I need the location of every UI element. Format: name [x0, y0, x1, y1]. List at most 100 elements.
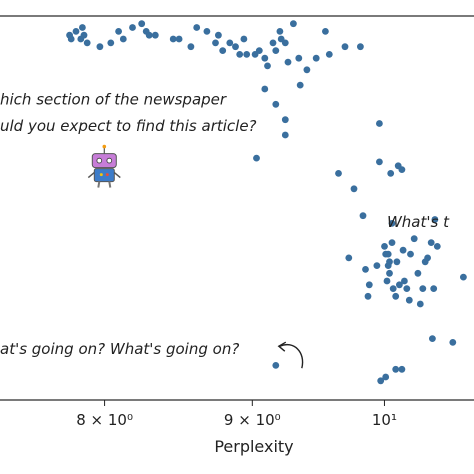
data-point	[296, 81, 304, 89]
data-point	[83, 39, 91, 47]
data-point	[226, 39, 234, 47]
data-point	[388, 239, 396, 247]
data-point	[187, 43, 195, 51]
data-point	[431, 216, 439, 223]
data-point	[232, 43, 239, 51]
data-point	[429, 335, 436, 342]
data-point	[393, 258, 401, 266]
data-point	[384, 250, 392, 258]
data-point	[377, 377, 385, 385]
data-point	[362, 266, 369, 273]
data-point	[72, 28, 80, 35]
data-point	[175, 35, 183, 43]
data-point	[388, 220, 396, 227]
data-point	[290, 20, 297, 28]
data-point	[341, 43, 349, 51]
annotation-text: What's t	[387, 213, 450, 231]
data-point	[115, 28, 122, 35]
data-point	[392, 292, 400, 300]
x-axis-label: Perplexity	[214, 437, 293, 456]
data-point	[365, 281, 373, 289]
data-point	[345, 254, 353, 262]
data-point	[272, 100, 280, 108]
data-point	[401, 277, 408, 285]
data-point	[424, 254, 431, 262]
data-point	[272, 47, 280, 54]
data-point	[276, 28, 284, 35]
x-tick-label: 9 × 10⁰	[224, 411, 281, 429]
data-point	[145, 31, 153, 39]
data-point	[107, 39, 115, 47]
data-point	[151, 31, 159, 39]
data-point	[427, 239, 435, 247]
data-point	[396, 281, 403, 289]
data-point	[236, 51, 244, 58]
annotation-text: at's going on? What's going on?	[0, 340, 239, 358]
data-point	[284, 58, 292, 66]
data-point	[295, 54, 303, 62]
data-point	[386, 258, 393, 266]
data-point	[243, 51, 251, 58]
data-point	[193, 24, 201, 31]
data-point	[449, 339, 457, 346]
data-point	[272, 362, 280, 369]
plot-frame	[0, 15, 474, 401]
data-point	[281, 39, 289, 47]
data-point	[386, 269, 393, 277]
data-point	[399, 246, 407, 254]
data-point	[407, 250, 414, 258]
data-point	[261, 54, 269, 62]
data-point	[215, 31, 222, 39]
data-point	[357, 43, 364, 51]
curved-arrow-icon	[277, 341, 304, 369]
data-point	[433, 243, 441, 250]
data-points	[66, 20, 467, 385]
annotation-text: uld you expect to find this article?	[0, 117, 257, 135]
data-point	[281, 116, 289, 124]
data-point	[303, 66, 311, 74]
data-point	[392, 365, 400, 373]
data-point	[219, 47, 227, 54]
data-point	[269, 39, 277, 47]
data-point	[119, 35, 127, 43]
data-point	[212, 39, 219, 47]
data-point	[389, 285, 397, 292]
data-point	[405, 296, 413, 304]
data-point	[335, 170, 342, 177]
data-point	[398, 166, 406, 174]
data-point	[387, 170, 395, 177]
data-point	[414, 269, 422, 277]
data-point	[419, 285, 427, 292]
data-point	[376, 158, 383, 166]
data-point	[383, 277, 391, 285]
data-point	[376, 120, 383, 127]
data-point	[80, 31, 88, 39]
x-tick-label: 8 × 10⁰	[76, 411, 133, 429]
data-point	[359, 212, 367, 220]
data-point	[312, 54, 320, 62]
data-point	[138, 20, 146, 28]
data-point	[79, 24, 86, 31]
data-point	[398, 365, 406, 373]
annotations: hich section of the newspaper uld you exp…	[0, 90, 450, 369]
data-point	[403, 285, 411, 292]
data-point	[460, 273, 467, 281]
data-point	[373, 262, 381, 269]
data-point	[67, 35, 75, 43]
x-axis-ticks: 8 × 10⁰ 9 × 10⁰ 10¹	[76, 400, 397, 429]
data-point	[240, 35, 248, 43]
data-point	[255, 47, 263, 54]
data-point	[169, 35, 177, 43]
data-point	[96, 43, 104, 51]
data-point	[129, 24, 136, 31]
data-point	[261, 85, 269, 93]
data-point	[203, 28, 211, 35]
data-point	[416, 300, 424, 308]
data-point	[264, 62, 271, 70]
data-point	[410, 235, 418, 243]
data-point	[364, 292, 372, 300]
data-point	[322, 28, 329, 35]
robot-icon	[87, 144, 121, 188]
data-point	[430, 285, 438, 292]
